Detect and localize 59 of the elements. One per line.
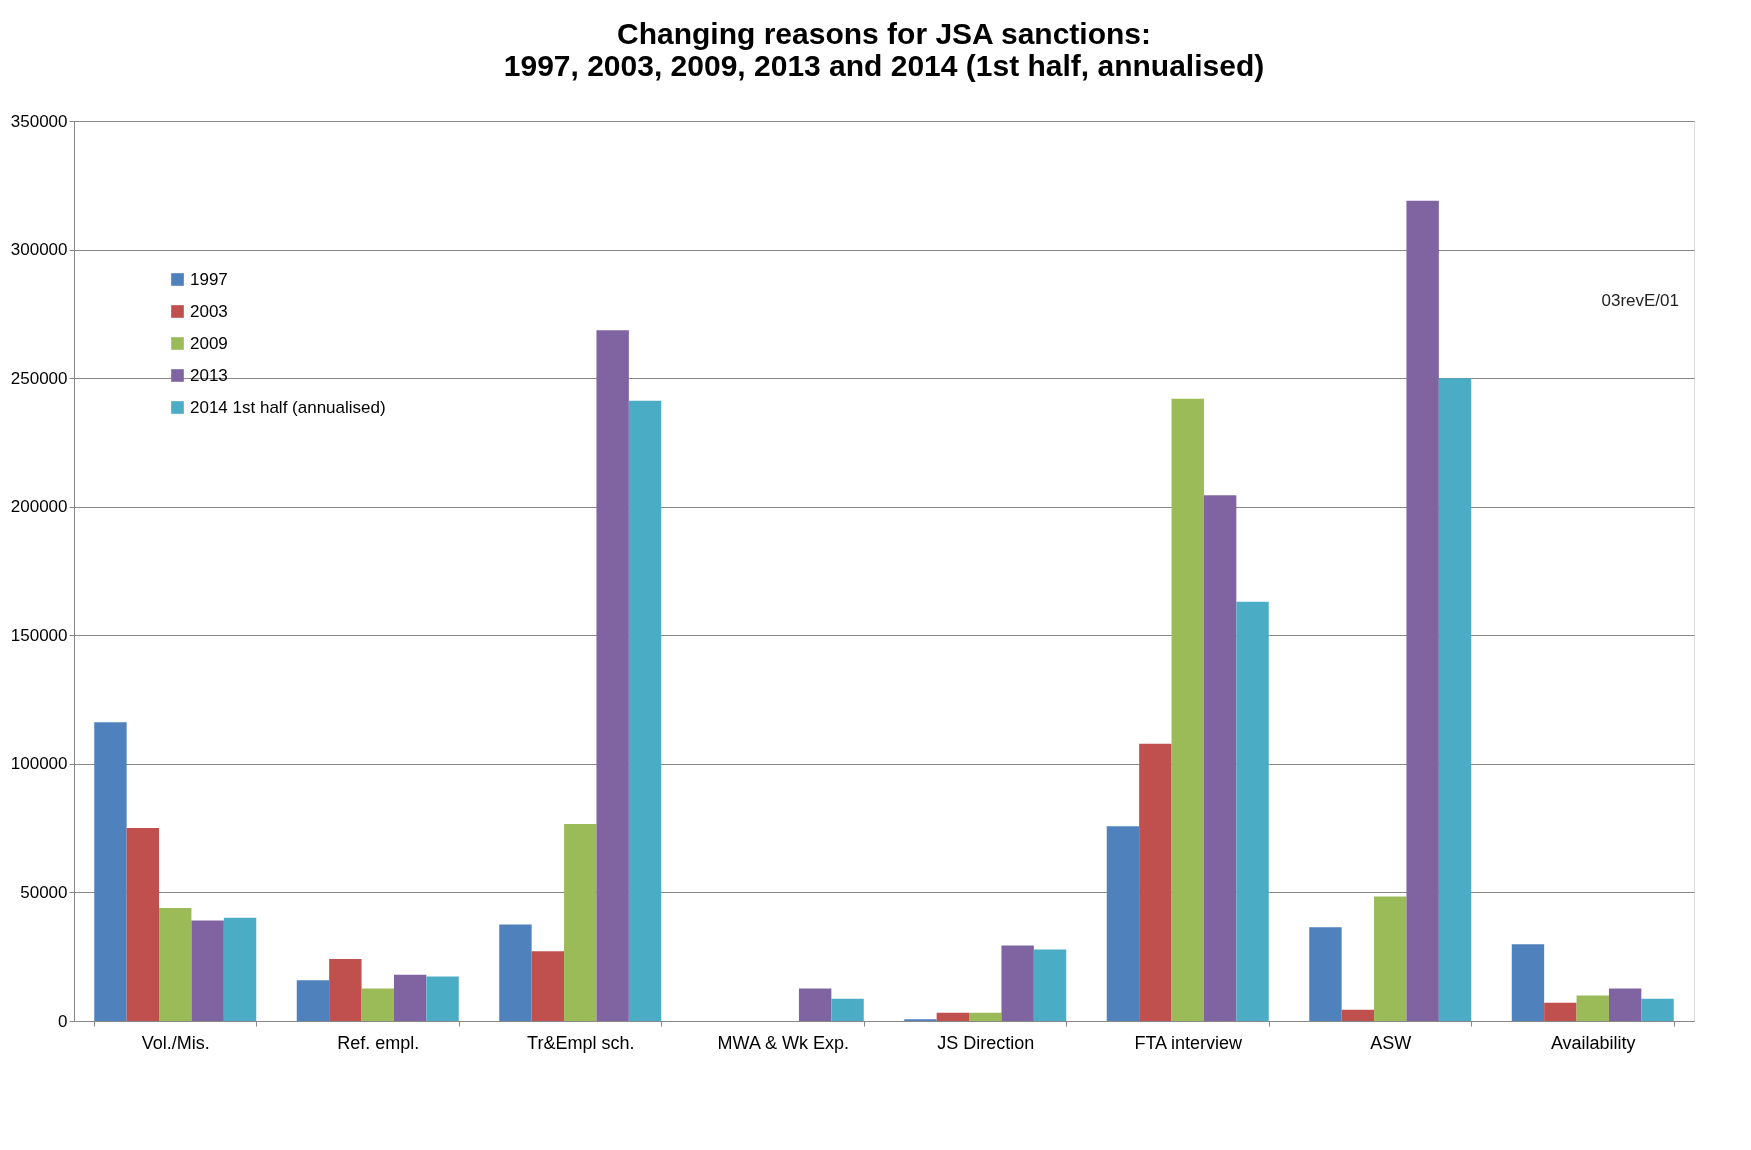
bar <box>1033 949 1067 1021</box>
y-tick-label: 250000 <box>10 368 68 388</box>
bar <box>499 924 532 1021</box>
y-tick-label: 50000 <box>20 882 68 902</box>
legend-label: 2013 <box>190 365 228 385</box>
bar <box>1203 495 1237 1021</box>
bar <box>126 827 160 1021</box>
bar <box>831 998 864 1021</box>
annotation: 03revE/01 <box>1601 291 1679 310</box>
x-tick-label: Availability <box>1550 1032 1636 1053</box>
bar <box>223 917 257 1021</box>
bar <box>1576 995 1609 1021</box>
x-tick-label: Vol./Mis. <box>141 1032 210 1053</box>
bar <box>969 1012 1002 1021</box>
bar <box>1641 998 1674 1021</box>
y-tick-label: 0 <box>58 1011 68 1031</box>
bar <box>1511 944 1545 1021</box>
bar <box>393 974 427 1021</box>
y-tick-label: 100000 <box>10 754 68 774</box>
bar <box>1139 743 1172 1021</box>
bar <box>1608 988 1642 1021</box>
bar <box>1406 200 1439 1021</box>
bar <box>159 908 192 1021</box>
bar <box>936 1012 970 1021</box>
bar <box>1171 398 1204 1021</box>
bar <box>1341 1009 1375 1021</box>
bar <box>191 920 224 1021</box>
x-tick-label: MWA & Wk Exp. <box>717 1032 849 1053</box>
bar <box>596 330 629 1021</box>
legend-label: 1997 <box>190 269 228 289</box>
bar <box>1236 601 1269 1021</box>
bar <box>798 988 832 1021</box>
bar <box>1001 945 1034 1021</box>
y-tick-label: 200000 <box>10 497 68 517</box>
legend-label: 2003 <box>190 301 228 321</box>
bar <box>1544 1002 1577 1021</box>
bar <box>361 988 394 1021</box>
bar <box>426 976 459 1021</box>
bar <box>564 824 597 1021</box>
y-tick-label: 350000 <box>10 111 68 131</box>
chart-title: Changing reasons for JSA sanctions: 1997, 2003, 2009, 2013 and 2014 (1st half, annualised) <box>503 17 1265 82</box>
legend-label: 2014 1st half (annualised) <box>190 397 386 417</box>
legend-label: 2009 <box>190 333 228 353</box>
y-tick-label: 150000 <box>10 625 68 645</box>
bar <box>296 980 330 1021</box>
bar <box>94 722 127 1021</box>
x-tick-label: Ref. empl. <box>337 1032 420 1053</box>
x-tick-label: ASW <box>1370 1032 1412 1053</box>
y-tick-label: 300000 <box>10 240 68 260</box>
x-tick-label: JS Direction <box>937 1032 1035 1053</box>
x-tick-label: FTA interview <box>1134 1032 1244 1053</box>
bar <box>531 951 565 1021</box>
bar <box>1374 896 1407 1021</box>
bar <box>329 959 362 1021</box>
bar <box>628 400 662 1021</box>
bar <box>1106 826 1140 1021</box>
bar <box>1309 927 1342 1021</box>
x-tick-label: Tr&Empl sch. <box>527 1032 635 1053</box>
bar <box>1438 378 1472 1021</box>
